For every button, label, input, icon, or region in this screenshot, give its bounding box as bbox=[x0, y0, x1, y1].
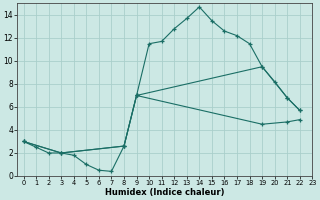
X-axis label: Humidex (Indice chaleur): Humidex (Indice chaleur) bbox=[105, 188, 225, 197]
